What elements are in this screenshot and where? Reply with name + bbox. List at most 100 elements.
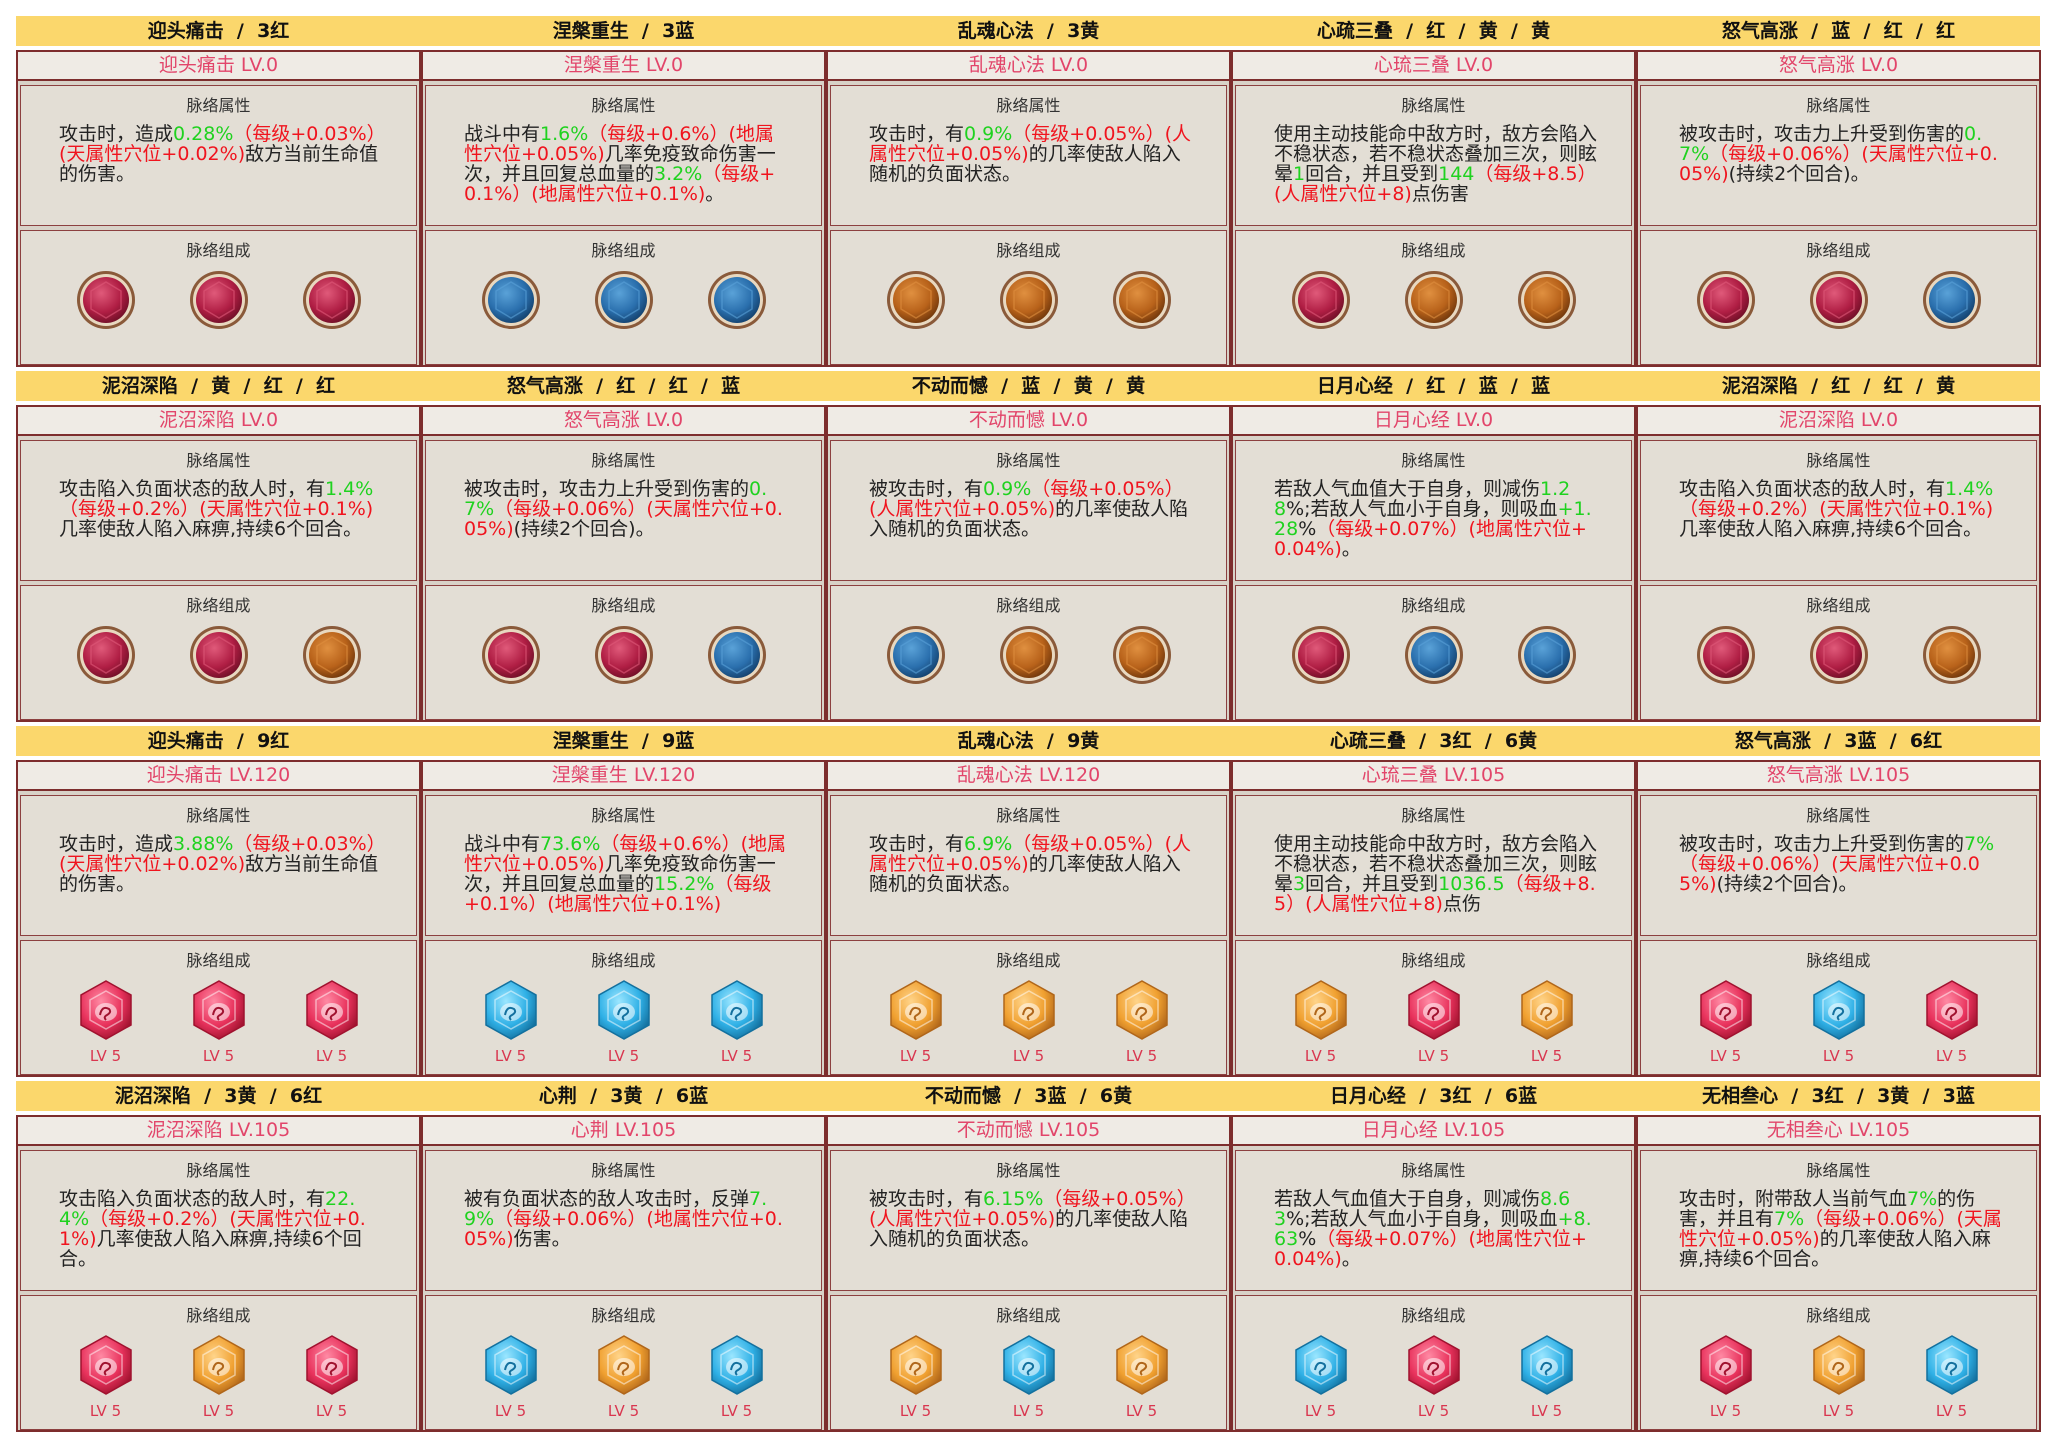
gem-level: LV 5 <box>1417 1402 1450 1420</box>
description-segment: 几率使敌人陷入麻痹,持续6个回合。 <box>59 518 363 540</box>
card-title: 心琉三叠 LV.0 <box>1233 52 1634 81</box>
section-label: 脉络属性 <box>1401 96 1466 115</box>
gem: LV 5 <box>994 1334 1064 1420</box>
gem <box>1917 624 1987 690</box>
gem-level: LV 5 <box>89 1047 122 1065</box>
description-segment: （每级+8.5）(人属性穴位+8) <box>1274 163 1597 205</box>
attr-section: 脉络属性 使用主动技能命中敌方时，敌方会陷入不稳状态，若不稳状态叠加三次，则眩晕3… <box>1235 795 1632 936</box>
section-label: 脉络属性 <box>591 1161 656 1180</box>
description-segment: （每级+0.06%）(天属性穴位+0.05%) <box>464 498 783 540</box>
card-title: 涅槃重生 LV.120 <box>423 762 824 791</box>
description-segment: % <box>1298 518 1317 540</box>
gem: LV 5 <box>71 979 141 1065</box>
card-title: 不动而憾 LV.105 <box>828 1117 1229 1146</box>
description-segment: （每级+0.06%）(天属性穴位+0.05%) <box>1679 853 1980 895</box>
description-segment: （每级+0.1%）(地属性穴位+0.1%) <box>464 163 776 205</box>
gem-icon <box>1112 271 1171 329</box>
description: 攻击时，有6.9%（每级+0.05%）(人属性穴位+0.05%)的几率使敌人陷入… <box>869 834 1192 894</box>
section-label: 脉络组成 <box>1401 951 1466 970</box>
gem <box>1804 269 1874 335</box>
attr-section: 脉络属性 被攻击时，攻击力上升受到伤害的7%（每级+0.06%）(天属性穴位+0.… <box>1640 795 2037 936</box>
section-label: 脉络属性 <box>186 1161 251 1180</box>
description-segment: （每级+0.03%）(天属性穴位+0.02%) <box>59 833 377 875</box>
card-header: 迎头痛击 / 9红 <box>147 730 290 752</box>
description: 攻击时，附带敌人当前气血7%的伤害，并且有7%（每级+0.06%）(天属性穴位+… <box>1679 1189 2002 1269</box>
description-segment: 的几率使敌人陷入麻痹,持续6个回合。 <box>1679 1228 1991 1270</box>
card: 不动而憾 LV.0 脉络属性 被攻击时，有0.9%（每级+0.05%）(人属性穴位+… <box>826 405 1231 722</box>
description: 使用主动技能命中敌方时，敌方会陷入不稳状态，若不稳状态叠加三次，则眩晕1回合，并… <box>1274 124 1597 204</box>
description-segment: 伤害。 <box>513 1228 571 1250</box>
description: 攻击陷入负面状态的敌人时，有22.4%（每级+0.2%）(天属性穴位+0.1%)… <box>59 1189 382 1269</box>
gem: LV 5 <box>184 1334 254 1420</box>
card-header: 乱魂心法 / 3黄 <box>957 20 1100 42</box>
card: 迎头痛击 LV.120 脉络属性 攻击时，造成3.88%（每级+0.03%）(天属性… <box>16 760 421 1077</box>
gem-icon <box>79 980 132 1040</box>
gem-icon <box>597 980 650 1040</box>
description-segment: (持续2个回合)。 <box>513 518 655 540</box>
section-label: 脉络组成 <box>186 951 251 970</box>
description-segment: 攻击时，有 <box>869 123 965 145</box>
description-segment: 战斗中有 <box>464 123 541 145</box>
gem-section: 脉络组成 <box>1235 230 1632 365</box>
description-segment: 7% <box>1907 1188 1938 1210</box>
description-segment: （每级+0.07%）(地属性穴位+0.04%) <box>1274 1228 1587 1270</box>
gem <box>702 269 772 335</box>
gem-icon <box>1404 271 1463 329</box>
description: 使用主动技能命中敌方时，敌方会陷入不稳状态，若不稳状态叠加三次，则眩晕3回合，并… <box>1274 834 1597 914</box>
card-header: 泥沼深陷 / 3黄 / 6红 <box>114 1085 323 1107</box>
header-bar <box>16 726 2040 756</box>
description-segment: 0.7% <box>464 478 768 520</box>
card-title: 泥沼深陷 LV.105 <box>18 1117 419 1146</box>
card-title: 涅槃重生 LV.0 <box>423 52 824 81</box>
gem-icon <box>1922 271 1981 329</box>
description-segment: 0.7% <box>1679 123 1983 165</box>
description-segment: 被攻击时，攻击力上升受到伤害的 <box>464 478 750 500</box>
attr-section: 脉络属性 被攻击时，攻击力上升受到伤害的0.7%（每级+0.06%）(天属性穴位+… <box>425 440 822 581</box>
attr-section: 脉络属性 攻击时，附带敌人当前气血7%的伤害，并且有7%（每级+0.06%）(天属… <box>1640 1150 2037 1291</box>
card: 乱魂心法 LV.120 脉络属性 攻击时，有6.9%（每级+0.05%）(人属性穴位… <box>826 760 1231 1077</box>
gem-section: 脉络组成 LV 5 LV 5 LV 5 <box>1640 1295 2037 1430</box>
gem <box>589 624 659 690</box>
gem-level: LV 5 <box>1012 1402 1045 1420</box>
description: 攻击时，有0.9%（每级+0.05%）(人属性穴位+0.05%)的几率使敌人陷入… <box>869 124 1192 184</box>
attr-section: 脉络属性 若敌人气血值大于自身，则减伤1.28%;若敌人气血小于自身，则吸血+1.… <box>1235 440 1632 581</box>
gem-level: LV 5 <box>1012 1047 1045 1065</box>
description: 被攻击时，攻击力上升受到伤害的7%（每级+0.06%）(天属性穴位+0.05%)… <box>1679 834 2002 894</box>
card-title: 泥沼深陷 LV.0 <box>1638 407 2039 436</box>
gem-section: 脉络组成 LV 5 LV 5 LV 5 <box>830 940 1227 1075</box>
description-segment: 。 <box>1341 1248 1361 1270</box>
attr-section: 脉络属性使用主动技能命中敌方时，敌方会陷入不稳状态，若不稳状态叠加三次，则眩晕1… <box>1235 85 1632 226</box>
description-segment: 回合，并且受到 <box>1305 163 1439 185</box>
description-segment: 被攻击时，有 <box>869 1188 984 1210</box>
card: 心琉三叠 LV.105 脉络属性 使用主动技能命中敌方时，敌方会陷入不稳状态，若不稳… <box>1231 760 1636 1077</box>
gem <box>71 269 141 335</box>
section-label: 脉络组成 <box>1401 596 1466 615</box>
description-segment: （每级+0.06%）(天属性穴位+0.05%) <box>1679 143 1998 185</box>
description-segment: 几率免疫致命伤害一次，并且回复总血量的 <box>464 143 776 185</box>
description-segment: 回合，并且受到 <box>1305 873 1439 895</box>
card: 日月心经 LV.0 脉络属性 若敌人气血值大于自身，则减伤1.28%;若敌人气血小于… <box>1231 405 1636 722</box>
description-segment: 73.6% <box>540 833 601 855</box>
description: 攻击陷入负面状态的敌人时，有1.4%（每级+0.2%）(天属性穴位+0.1%)几… <box>59 479 382 539</box>
description-segment: 3.88% <box>173 833 234 855</box>
card: 怒气高涨 LV.105 脉络属性 被攻击时，攻击力上升受到伤害的7%（每级+0.06… <box>1636 760 2041 1077</box>
card-title: 迎头痛击 LV.120 <box>18 762 419 791</box>
gem-level: LV 5 <box>1125 1047 1158 1065</box>
gem: LV 5 <box>184 979 254 1065</box>
gem: LV 5 <box>702 1334 772 1420</box>
card: 怒气高涨 LV.0 脉络属性 被攻击时，攻击力上升受到伤害的0.7%（每级+0.06… <box>1636 50 2041 367</box>
description: 被有负面状态的敌人攻击时，反弹7.9%（每级+0.06%）(地属性穴位+0.05… <box>464 1189 787 1249</box>
gem <box>702 624 772 690</box>
gem-level: LV 5 <box>89 1402 122 1420</box>
description-segment: 15.2% <box>654 873 715 895</box>
gem-icon <box>1002 980 1055 1040</box>
description-segment: 被攻击时，攻击力上升受到伤害的 <box>1679 123 1965 145</box>
card-header: 日月心经 / 红 / 蓝 / 蓝 <box>1316 375 1551 397</box>
description: 战斗中有1.6%（每级+0.6%）(地属性穴位+0.05%)几率免疫致命伤害一次… <box>464 124 787 204</box>
gem: LV 5 <box>476 1334 546 1420</box>
gem-icon <box>1112 626 1171 684</box>
gem-icon <box>1699 1335 1752 1395</box>
attr-section: 脉络属性 被攻击时，有6.15%（每级+0.05%）(人属性穴位+0.05%)的几… <box>830 1150 1227 1291</box>
attr-section: 脉络属性 攻击时，有0.9%（每级+0.05%）(人属性穴位+0.05%)的几率使… <box>830 85 1227 226</box>
description-segment: 1036.5 <box>1438 873 1505 895</box>
